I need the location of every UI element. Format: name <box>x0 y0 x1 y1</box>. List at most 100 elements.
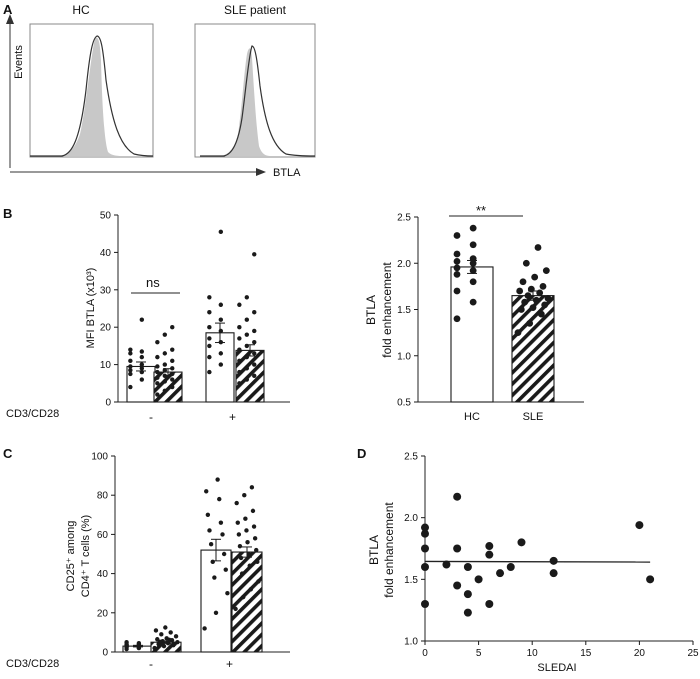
chart-b-left-ytick-label: 40 <box>100 248 112 259</box>
chart-b-right-ytick-label: 0.5 <box>397 398 411 409</box>
panel-label-a: A <box>3 2 13 17</box>
histogram-hc-filled <box>30 37 124 156</box>
b-point <box>162 362 168 367</box>
c-point <box>252 536 258 541</box>
c-point <box>124 643 129 649</box>
c-point <box>172 641 177 646</box>
b-point <box>207 343 212 349</box>
chart-b-left-group-plus: + <box>229 410 236 424</box>
c-point <box>247 563 252 568</box>
histogram-xlabel: BTLA <box>273 167 301 179</box>
chart-b-right-point <box>542 267 550 275</box>
c-point <box>256 579 261 584</box>
panel-label-b: B <box>3 206 12 221</box>
chart-b-left-ytick-label: 0 <box>105 398 111 409</box>
chart-b-right-point <box>529 304 537 312</box>
sig-annotation: ** <box>476 203 486 218</box>
b-point <box>218 351 224 356</box>
chart-d-xticks: 0 5 10 15 20 25 <box>422 641 699 659</box>
c-point <box>173 634 179 639</box>
b-bar <box>235 349 265 403</box>
b-point <box>237 358 242 364</box>
b-point <box>207 336 212 341</box>
chart-c-ylabel-2: CD4⁺ T cells (%) <box>80 515 92 597</box>
b-point <box>128 364 133 369</box>
b-point <box>155 364 160 369</box>
chart-d-point <box>463 563 472 571</box>
chart-d-point <box>517 538 526 547</box>
chart-b-right-point <box>453 264 461 272</box>
b-point <box>244 332 250 337</box>
chart-b-left-errorbars <box>136 322 255 376</box>
c-point <box>217 496 222 502</box>
b-point <box>237 369 242 375</box>
chart-b-right-ytick-label: 2.5 <box>397 213 411 224</box>
b-point <box>244 377 250 382</box>
c-point <box>234 500 239 506</box>
b-point <box>218 328 224 334</box>
chart-b-right-ytick-label: 1.5 <box>397 305 411 316</box>
chart-d-point <box>485 550 494 559</box>
b-point <box>252 252 257 257</box>
chart-b-right-point <box>537 310 545 318</box>
chart-d-ytick-label: 2.5 <box>404 452 418 463</box>
b-point <box>237 381 242 386</box>
c-point <box>212 575 217 580</box>
chart-b-right-point <box>527 285 535 293</box>
b-point <box>218 362 224 367</box>
c-point <box>239 571 245 576</box>
c-point <box>161 643 167 649</box>
c-point <box>225 591 230 596</box>
ns-annotation: ns <box>146 275 160 290</box>
chart-b-right-ylabel-2: fold enhancement <box>380 262 394 358</box>
chart-b-left-bars <box>126 332 265 403</box>
chart-c-treatment-label: CD3/CD28 <box>6 658 59 670</box>
b-point <box>237 336 242 341</box>
chart-d-point <box>485 600 494 608</box>
chart-d-point <box>442 560 451 569</box>
b-point <box>128 347 133 352</box>
c-point <box>237 543 243 549</box>
b-point <box>237 325 242 330</box>
chart-d-xlabel: SLEDAI <box>537 662 576 674</box>
chart-c-bars <box>122 549 263 653</box>
panel-label-d: D <box>357 446 366 461</box>
b-point <box>139 354 145 360</box>
panel-label-c: C <box>3 446 13 461</box>
b-point <box>128 351 133 356</box>
c-point <box>235 520 240 525</box>
b-point <box>237 347 242 352</box>
chart-c-ytick-label: 80 <box>97 491 109 502</box>
c-point <box>238 555 244 561</box>
chart-b-right-point <box>526 319 534 327</box>
chart-b-right-point <box>453 315 461 323</box>
histogram-title-hc: HC <box>72 3 90 17</box>
chart-d-point <box>421 563 429 571</box>
c-point <box>254 547 259 553</box>
c-point <box>159 632 164 637</box>
chart-b-right-ytick-label: 1.0 <box>397 351 411 362</box>
c-point <box>236 532 242 537</box>
chart-d-point <box>453 544 462 553</box>
c-point <box>243 516 248 521</box>
chart-b-left-treatment-label: CD3/CD28 <box>6 408 59 420</box>
c-point <box>215 477 220 482</box>
b-point <box>139 377 145 382</box>
histogram-hc <box>29 23 154 158</box>
b-point <box>244 366 250 371</box>
b-point <box>128 358 133 364</box>
chart-b-right-point <box>453 232 461 239</box>
histogram-sle-outline <box>200 45 316 157</box>
chart-d-xtick-label: 0 <box>422 648 428 659</box>
c-point <box>223 567 228 572</box>
chart-d-point <box>549 569 558 578</box>
b-point <box>155 381 160 386</box>
b-point <box>139 362 145 367</box>
c-point <box>218 520 224 525</box>
chart-d-point <box>485 542 494 551</box>
chart-b-right-point <box>469 224 477 232</box>
b-point <box>252 373 257 379</box>
chart-d-point <box>474 575 483 584</box>
chart-d-ylabel-1: BTLA <box>367 535 381 565</box>
